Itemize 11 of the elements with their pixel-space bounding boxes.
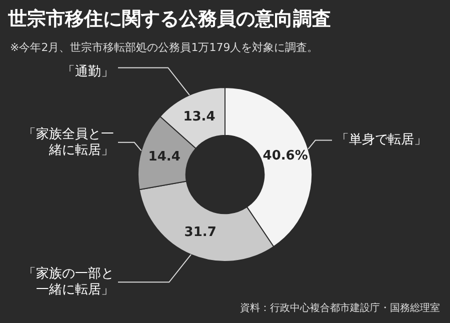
chart-subtitle: ※今年2月、世宗市移転部処の公務員1万179人を対象に調査。 (10, 40, 318, 55)
slice-label: 「単身で転居」 (336, 132, 427, 148)
slice-label: 「家族全員と一緒に転居」 (23, 126, 114, 158)
slice-label: 「通勤」 (62, 64, 114, 80)
data-label: 40.6% (262, 148, 308, 164)
data-label: 31.7 (184, 224, 216, 240)
data-label: 13.4 (183, 109, 216, 124)
chart-title: 世宗市移住に関する公務員の意向調査 (8, 7, 331, 32)
slice-label: 「家族の一部と一緒に転居」 (23, 266, 114, 298)
data-label: 14.4 (148, 150, 180, 165)
text: 資料：行政中心複合都市建設庁・国務総理室 (240, 302, 440, 315)
